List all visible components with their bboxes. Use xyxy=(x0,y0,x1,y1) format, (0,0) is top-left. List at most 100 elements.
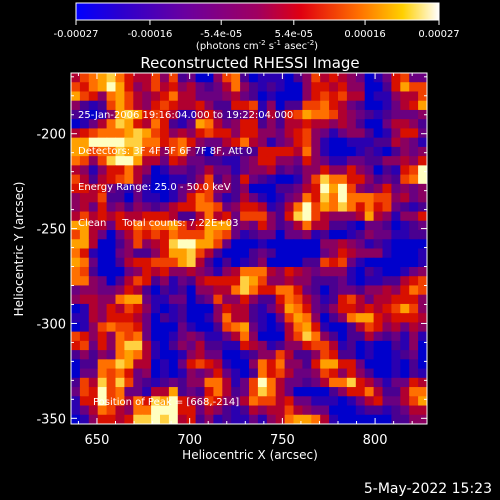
heatmap-cell xyxy=(213,359,223,370)
heatmap-cell xyxy=(382,220,392,231)
heatmap-cell xyxy=(418,230,427,240)
heatmap-cell xyxy=(97,294,108,305)
heatmap-cell xyxy=(142,137,152,148)
heatmap-cell xyxy=(266,73,277,83)
heatmap-cell xyxy=(382,100,392,111)
heatmap-cell xyxy=(222,202,232,213)
heatmap-cell xyxy=(320,230,330,240)
heatmap-cell xyxy=(320,414,330,424)
heatmap-cell xyxy=(204,266,214,277)
heatmap-cell xyxy=(293,257,303,268)
heatmap-cell xyxy=(195,146,206,157)
heatmap-cell xyxy=(284,276,295,287)
heatmap-cell xyxy=(382,322,392,333)
heatmap-cell xyxy=(249,239,259,250)
heatmap-cell xyxy=(329,183,339,194)
heatmap-cell xyxy=(204,285,214,296)
heatmap-cell xyxy=(418,405,427,416)
heatmap-cell xyxy=(177,248,188,259)
heatmap-cell xyxy=(329,146,339,157)
heatmap-cell xyxy=(400,239,410,250)
heatmap-cell xyxy=(177,82,188,93)
heatmap-cell xyxy=(302,230,312,240)
heatmap-cell xyxy=(338,91,348,102)
heatmap-cell xyxy=(222,405,232,416)
heatmap-cell xyxy=(275,313,286,323)
heatmap-cell xyxy=(124,285,134,296)
heatmap-cell xyxy=(240,276,250,287)
heatmap-cell xyxy=(231,220,241,231)
heatmap-cell xyxy=(409,146,419,157)
heatmap-cell xyxy=(329,266,339,277)
heatmap-cell xyxy=(151,303,161,314)
heatmap-cell xyxy=(409,220,419,231)
heatmap-cell xyxy=(329,322,339,333)
heatmap-cell xyxy=(186,239,197,250)
heatmap-cell xyxy=(275,211,286,222)
heatmap-cell xyxy=(249,387,259,397)
heatmap-cell xyxy=(168,257,179,268)
heatmap-cell xyxy=(186,137,197,148)
heatmap-cell xyxy=(106,202,117,213)
heatmap-cell xyxy=(151,414,161,424)
heatmap-cell xyxy=(231,193,241,203)
heatmap-cell xyxy=(257,128,268,139)
heatmap-cell xyxy=(329,220,339,231)
heatmap-cell xyxy=(151,156,161,166)
heatmap-cell xyxy=(418,248,427,259)
heatmap-cell xyxy=(71,322,81,333)
heatmap-cell xyxy=(249,82,259,93)
heatmap-cell xyxy=(133,248,143,259)
heatmap-cell xyxy=(249,257,259,268)
heatmap-cell xyxy=(382,82,392,93)
heatmap-cell xyxy=(320,202,330,213)
heatmap-cell xyxy=(355,91,366,102)
heatmap-cell xyxy=(275,257,286,268)
heatmap-cell xyxy=(124,119,134,130)
heatmap-cell xyxy=(311,350,321,360)
heatmap-cell xyxy=(266,313,277,323)
heatmap-cell xyxy=(115,266,125,277)
heatmap-cell xyxy=(329,405,339,416)
heatmap-cell xyxy=(133,387,143,397)
heatmap-cell xyxy=(329,128,339,139)
heatmap-cell xyxy=(195,156,206,166)
heatmap-cell xyxy=(88,387,99,397)
heatmap-cell xyxy=(133,82,143,93)
heatmap-cell xyxy=(79,405,90,416)
heatmap-cell xyxy=(213,109,223,120)
heatmap-cell xyxy=(409,377,419,388)
heatmap-cell xyxy=(222,313,232,323)
heatmap-cell xyxy=(168,82,179,93)
heatmap-cell xyxy=(186,285,197,296)
heatmap-cell xyxy=(418,100,427,111)
heatmap-cell xyxy=(151,266,161,277)
heatmap-cell xyxy=(133,350,143,360)
heatmap-cell xyxy=(97,350,108,360)
heatmap-cell xyxy=(257,294,268,305)
heatmap-cell xyxy=(79,248,90,259)
heatmap-cell xyxy=(177,331,188,342)
heatmap-cell xyxy=(302,248,312,259)
heatmap-cell xyxy=(302,119,312,130)
heatmap-cell xyxy=(364,220,375,231)
heatmap-cell xyxy=(88,137,99,148)
heatmap-cell xyxy=(115,248,125,259)
heatmap-cell xyxy=(338,156,348,166)
heatmap-cell xyxy=(355,387,366,397)
heatmap-cell xyxy=(391,368,401,379)
heatmap-cell xyxy=(115,313,125,323)
heatmap-cell xyxy=(222,396,232,407)
heatmap-cell xyxy=(151,257,161,268)
heatmap-cell xyxy=(355,414,366,424)
heatmap-cell xyxy=(124,128,134,139)
heatmap-cell xyxy=(88,405,99,416)
heatmap-cell xyxy=(71,331,81,342)
heatmap-cell xyxy=(293,202,303,213)
heatmap-cell xyxy=(115,276,125,287)
heatmap-cell xyxy=(400,294,410,305)
heatmap-cell xyxy=(88,303,99,314)
heatmap-cell xyxy=(186,276,197,287)
heatmap-cell xyxy=(275,100,286,111)
heatmap-cell xyxy=(302,303,312,314)
